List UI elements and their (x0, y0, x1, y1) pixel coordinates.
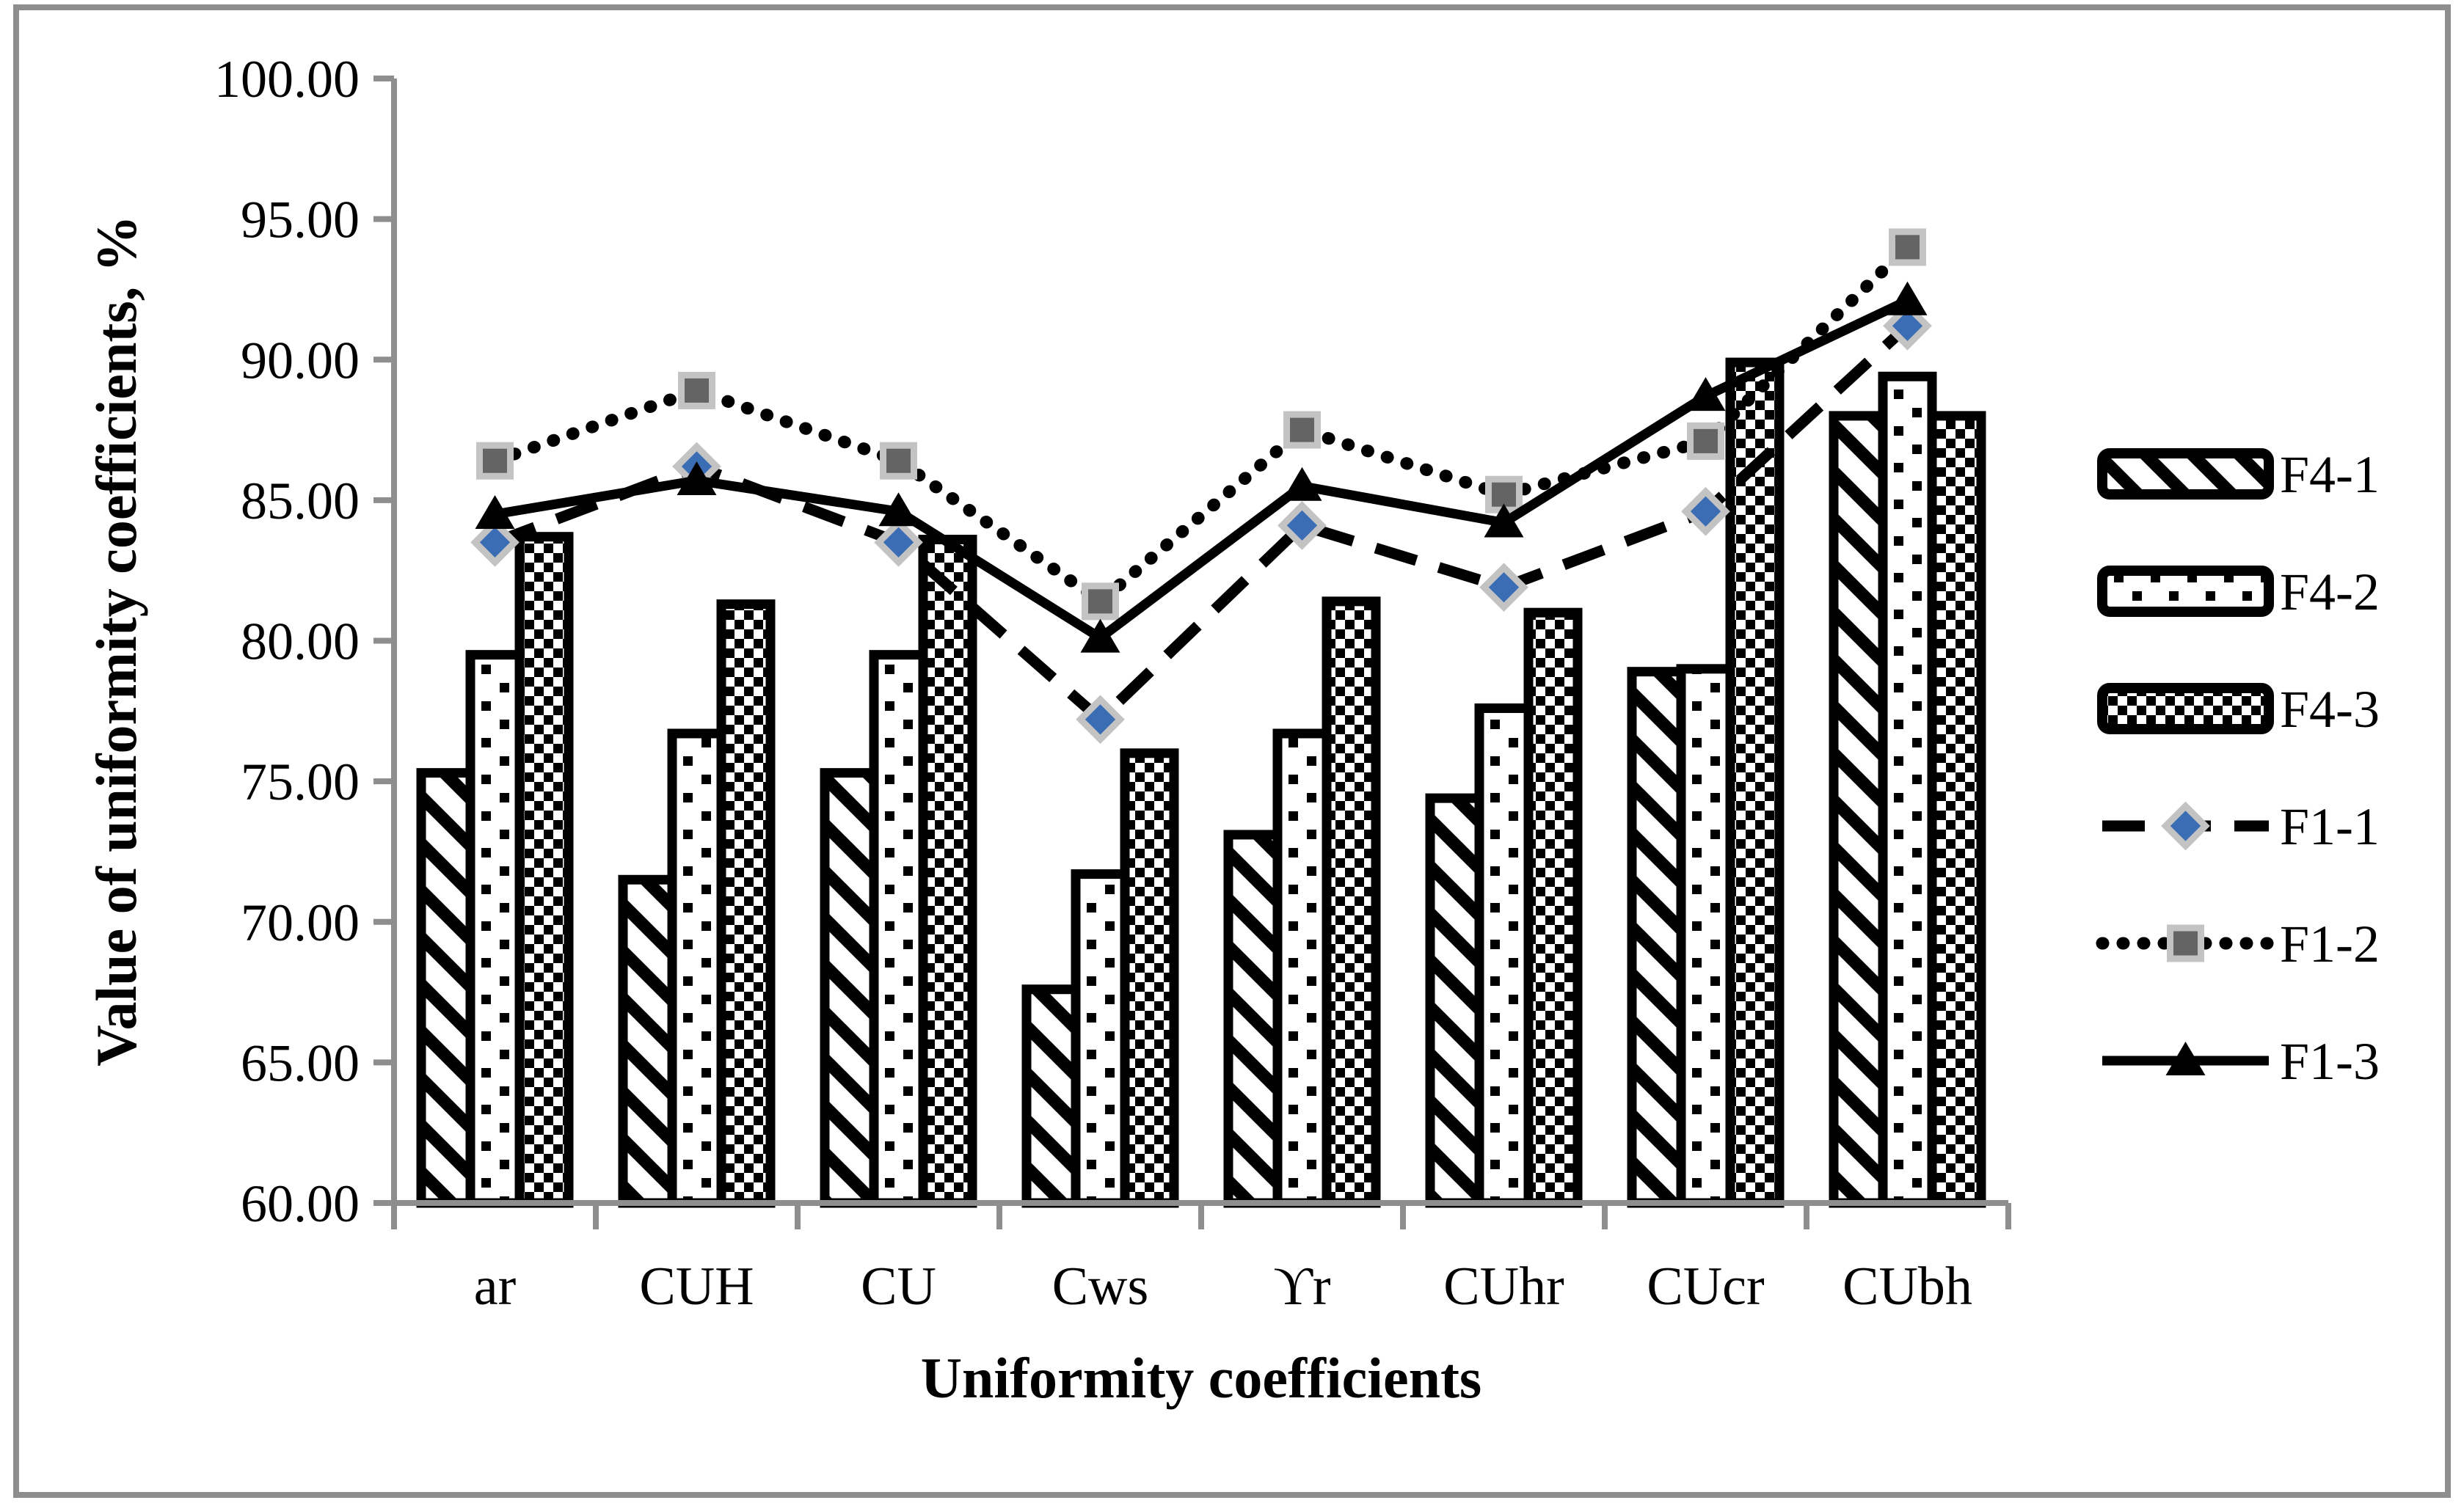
triangle-marker-F1-3-ar (475, 495, 515, 530)
bar-F4-2-CUbh (1878, 371, 1937, 1208)
y-tick-label: 100.00 (214, 50, 360, 109)
axes (373, 76, 2011, 1229)
diamond-marker-F1-1-CU (874, 517, 923, 567)
square-marker-F1-2-ar (476, 442, 514, 480)
bar-F4-3-Cws (1120, 748, 1179, 1208)
legend-entry-F4-1: F4-1 (2097, 445, 2380, 504)
square-marker-F1-2-Cws (1082, 582, 1119, 621)
bar-F4-3-CUhr (1523, 607, 1583, 1208)
legend-entry-F1-3: F1-3 (2102, 1032, 2380, 1091)
bar-F4-2-CUH (667, 728, 726, 1208)
x-category-label-CUH: CUH (639, 1257, 754, 1317)
legend-entry-F1-2: F1-2 (2096, 915, 2380, 973)
bar-F4-2-Cws (1071, 869, 1130, 1208)
bar-F4-1-CUhr (1425, 793, 1484, 1208)
legend-swatch-F4-2 (2097, 566, 2274, 617)
bar-F4-1-ar (416, 768, 475, 1208)
bar-F4-1-CUbh (1829, 411, 1888, 1208)
legend-entry-F4-2: F4-2 (2097, 563, 2380, 621)
bar-F4-1-Cws (1021, 984, 1081, 1208)
bar-F4-3-ϒr (1322, 596, 1381, 1208)
bar-F4-1-CU (820, 768, 879, 1208)
legend: F4-1 F4-2 F4-3 F1-1 F1-2 F1-3 (2096, 445, 2380, 1091)
bar-F4-3-ar (514, 532, 574, 1208)
diamond-marker-F1-1-CUcr (1681, 486, 1730, 536)
legend-label-F4-3: F4-3 (2280, 680, 2380, 739)
legend-swatch-F4-1 (2097, 448, 2274, 500)
square-marker-F1-2-ϒr (1283, 411, 1321, 449)
y-tick-label: 80.00 (241, 612, 360, 671)
diamond-marker-F1-1-ar (470, 517, 520, 567)
legend-entry-F1-1: F1-1 (2102, 797, 2380, 856)
square-marker-F1-2-CUbh (1889, 228, 1926, 266)
bar-F4-1-CUH (618, 874, 677, 1208)
diamond-marker-F1-1-ϒr (1277, 501, 1327, 550)
x-category-label-CUcr: CUcr (1647, 1257, 1764, 1317)
y-tick-label: 70.00 (241, 893, 360, 952)
y-tick-label: 95.00 (241, 191, 360, 249)
y-tick-label: 85.00 (241, 472, 360, 530)
triangle-marker-F1-3-ϒr (1282, 467, 1322, 501)
bar-F4-2-CU (869, 650, 928, 1208)
legend-entry-F4-3: F4-3 (2097, 680, 2380, 739)
bar-F4-1-CUcr (1627, 667, 1686, 1208)
diamond-marker-F1-1-CUhr (1479, 563, 1528, 612)
line-F1-2 (489, 241, 1914, 610)
y-axis-title: Value of uniformity coefficients, % (84, 215, 148, 1066)
x-category-label-ar: ar (474, 1257, 517, 1317)
x-category-label-CUhr: CUhr (1443, 1257, 1564, 1317)
diamond-marker-legend-F1-1 (2161, 801, 2210, 851)
square-marker-F1-2-CU (880, 442, 917, 480)
legend-label-F4-1: F4-1 (2280, 445, 2380, 504)
square-marker-F1-2-CUcr (1687, 422, 1724, 460)
legend-swatch-F4-3 (2097, 683, 2274, 734)
triangle-marker-F1-3-CUcr (1685, 377, 1726, 412)
bar-F4-3-CUcr (1725, 357, 1785, 1208)
y-tick-label: 65.00 (241, 1034, 360, 1092)
y-tick-label: 75.00 (241, 753, 360, 811)
triangle-marker-F1-3-Cws (1080, 618, 1120, 653)
y-tick-label: 90.00 (241, 331, 360, 390)
x-category-label-CU: CU (861, 1257, 936, 1317)
figure-border (13, 4, 2451, 1498)
bar-F4-2-CUcr (1676, 664, 1735, 1208)
triangle-marker-F1-3-CUH (677, 461, 717, 496)
bar-F4-2-ar (465, 650, 525, 1208)
bar-F4-3-CU (918, 535, 977, 1208)
bar-F4-2-CUhr (1474, 703, 1534, 1208)
x-category-label-ϒr: ϒr (1273, 1257, 1330, 1317)
x-category-label-Cws: Cws (1052, 1257, 1149, 1317)
bar-F4-3-CUH (716, 599, 776, 1208)
triangle-marker-legend-F1-3 (2165, 1042, 2206, 1075)
legend-label-F1-3: F1-3 (2280, 1032, 2380, 1091)
bar-F4-3-CUbh (1927, 411, 1986, 1208)
bar-F4-1-ϒr (1223, 830, 1283, 1208)
legend-label-F1-1: F1-1 (2280, 797, 2380, 856)
square-marker-F1-2-CUH (678, 371, 715, 409)
square-marker-legend-F1-2 (2167, 924, 2204, 962)
bar-F4-2-ϒr (1272, 728, 1332, 1208)
triangle-marker-F1-3-CUbh (1887, 281, 1928, 315)
diamond-marker-F1-1-Cws (1076, 695, 1125, 745)
x-axis-title: Uniformity coefficients (921, 1346, 1482, 1410)
legend-label-F1-2: F1-2 (2280, 915, 2380, 973)
line-F1-3 (494, 296, 1910, 644)
legend-label-F4-2: F4-2 (2280, 563, 2380, 621)
x-category-label-CUbh: CUbh (1842, 1257, 1972, 1317)
diamond-marker-F1-1-CUbh (1883, 301, 1932, 351)
triangle-marker-F1-3-CUhr (1484, 503, 1524, 538)
line-series-group (470, 228, 1932, 745)
y-tick-label: 60.00 (241, 1174, 360, 1233)
triangle-marker-F1-3-CU (878, 492, 919, 527)
